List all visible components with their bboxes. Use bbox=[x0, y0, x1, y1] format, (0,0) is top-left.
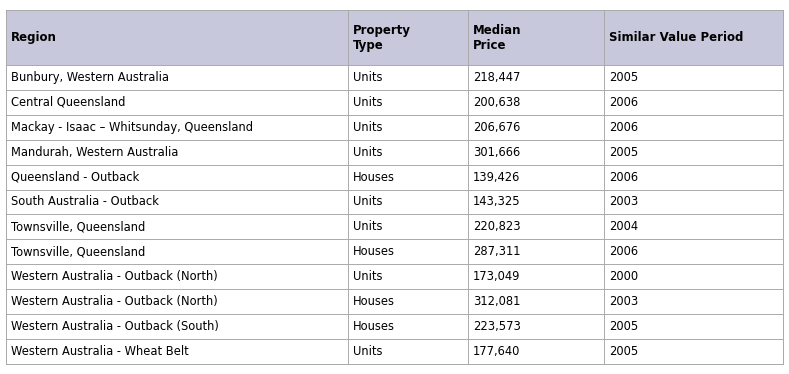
Text: 287,311: 287,311 bbox=[473, 245, 521, 258]
Text: Units: Units bbox=[353, 344, 382, 358]
Text: 218,447: 218,447 bbox=[473, 71, 521, 84]
Text: 2005: 2005 bbox=[609, 344, 638, 358]
Text: Houses: Houses bbox=[353, 295, 394, 308]
Text: 2005: 2005 bbox=[609, 320, 638, 333]
Text: Townsville, Queensland: Townsville, Queensland bbox=[11, 245, 145, 258]
Text: 177,640: 177,640 bbox=[473, 344, 521, 358]
Text: 206,676: 206,676 bbox=[473, 121, 521, 134]
Text: Houses: Houses bbox=[353, 245, 394, 258]
Text: 2006: 2006 bbox=[609, 96, 638, 109]
Text: 312,081: 312,081 bbox=[473, 295, 521, 308]
Text: Western Australia - Outback (South): Western Australia - Outback (South) bbox=[11, 320, 219, 333]
Text: 2006: 2006 bbox=[609, 171, 638, 184]
Text: 2006: 2006 bbox=[609, 121, 638, 134]
Text: 2005: 2005 bbox=[609, 146, 638, 159]
Text: 223,573: 223,573 bbox=[473, 320, 521, 333]
Text: Western Australia - Outback (North): Western Australia - Outback (North) bbox=[11, 295, 218, 308]
Text: 200,638: 200,638 bbox=[473, 96, 521, 109]
Text: Units: Units bbox=[353, 196, 382, 208]
Text: 301,666: 301,666 bbox=[473, 146, 520, 159]
Text: 143,325: 143,325 bbox=[473, 196, 521, 208]
Text: 220,823: 220,823 bbox=[473, 220, 521, 233]
Text: 2000: 2000 bbox=[609, 270, 638, 283]
Bar bbox=[6, 10, 783, 65]
Text: Units: Units bbox=[353, 146, 382, 159]
Text: Units: Units bbox=[353, 220, 382, 233]
Text: 139,426: 139,426 bbox=[473, 171, 521, 184]
Text: 2006: 2006 bbox=[609, 245, 638, 258]
Text: Bunbury, Western Australia: Bunbury, Western Australia bbox=[11, 71, 169, 84]
Text: Units: Units bbox=[353, 121, 382, 134]
Text: Mackay - Isaac – Whitsunday, Queensland: Mackay - Isaac – Whitsunday, Queensland bbox=[11, 121, 253, 134]
Text: 2003: 2003 bbox=[609, 295, 638, 308]
Text: Similar Value Period: Similar Value Period bbox=[609, 31, 743, 45]
Text: Western Australia - Outback (North): Western Australia - Outback (North) bbox=[11, 270, 218, 283]
Text: Region: Region bbox=[11, 31, 57, 45]
Text: Property
Type: Property Type bbox=[353, 24, 410, 52]
Text: 2004: 2004 bbox=[609, 220, 638, 233]
Text: Houses: Houses bbox=[353, 320, 394, 333]
Text: Units: Units bbox=[353, 96, 382, 109]
Text: Median
Price: Median Price bbox=[473, 24, 522, 52]
Text: Houses: Houses bbox=[353, 171, 394, 184]
Text: 173,049: 173,049 bbox=[473, 270, 521, 283]
Text: Mandurah, Western Australia: Mandurah, Western Australia bbox=[11, 146, 178, 159]
Text: Central Queensland: Central Queensland bbox=[11, 96, 125, 109]
Text: Townsville, Queensland: Townsville, Queensland bbox=[11, 220, 145, 233]
Text: South Australia - Outback: South Australia - Outback bbox=[11, 196, 159, 208]
Text: Western Australia - Wheat Belt: Western Australia - Wheat Belt bbox=[11, 344, 189, 358]
Text: 2005: 2005 bbox=[609, 71, 638, 84]
Text: Units: Units bbox=[353, 270, 382, 283]
Text: Queensland - Outback: Queensland - Outback bbox=[11, 171, 140, 184]
Text: 2003: 2003 bbox=[609, 196, 638, 208]
Text: Units: Units bbox=[353, 71, 382, 84]
